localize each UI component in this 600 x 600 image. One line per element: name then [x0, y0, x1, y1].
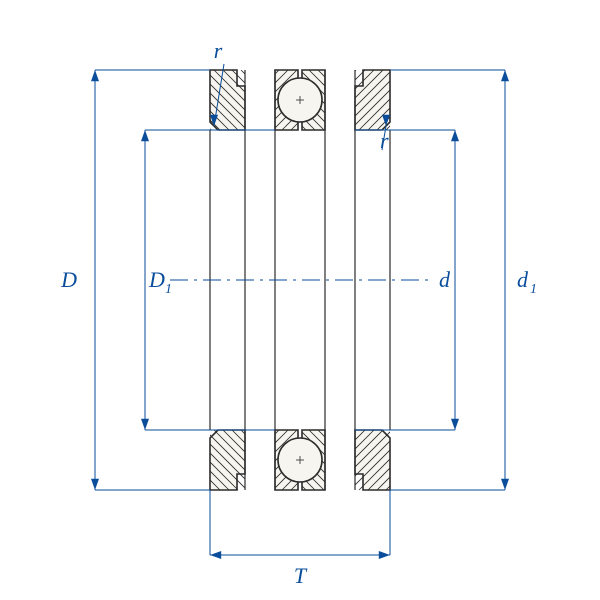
dim-label-T: T	[294, 563, 308, 588]
dim-label-d1: d	[517, 267, 529, 292]
dim-sub-D1_sub: 1	[165, 282, 172, 297]
dim-label-D1: D	[148, 267, 165, 292]
washer-left	[210, 430, 245, 490]
dim-label-r_right: r	[380, 128, 389, 153]
dim-label-d: d	[439, 267, 451, 292]
dim-label-D: D	[60, 267, 77, 292]
washer-right	[355, 430, 390, 490]
dim-label-r_left: r	[214, 38, 223, 63]
dim-sub-d1_sub: 1	[530, 282, 537, 297]
